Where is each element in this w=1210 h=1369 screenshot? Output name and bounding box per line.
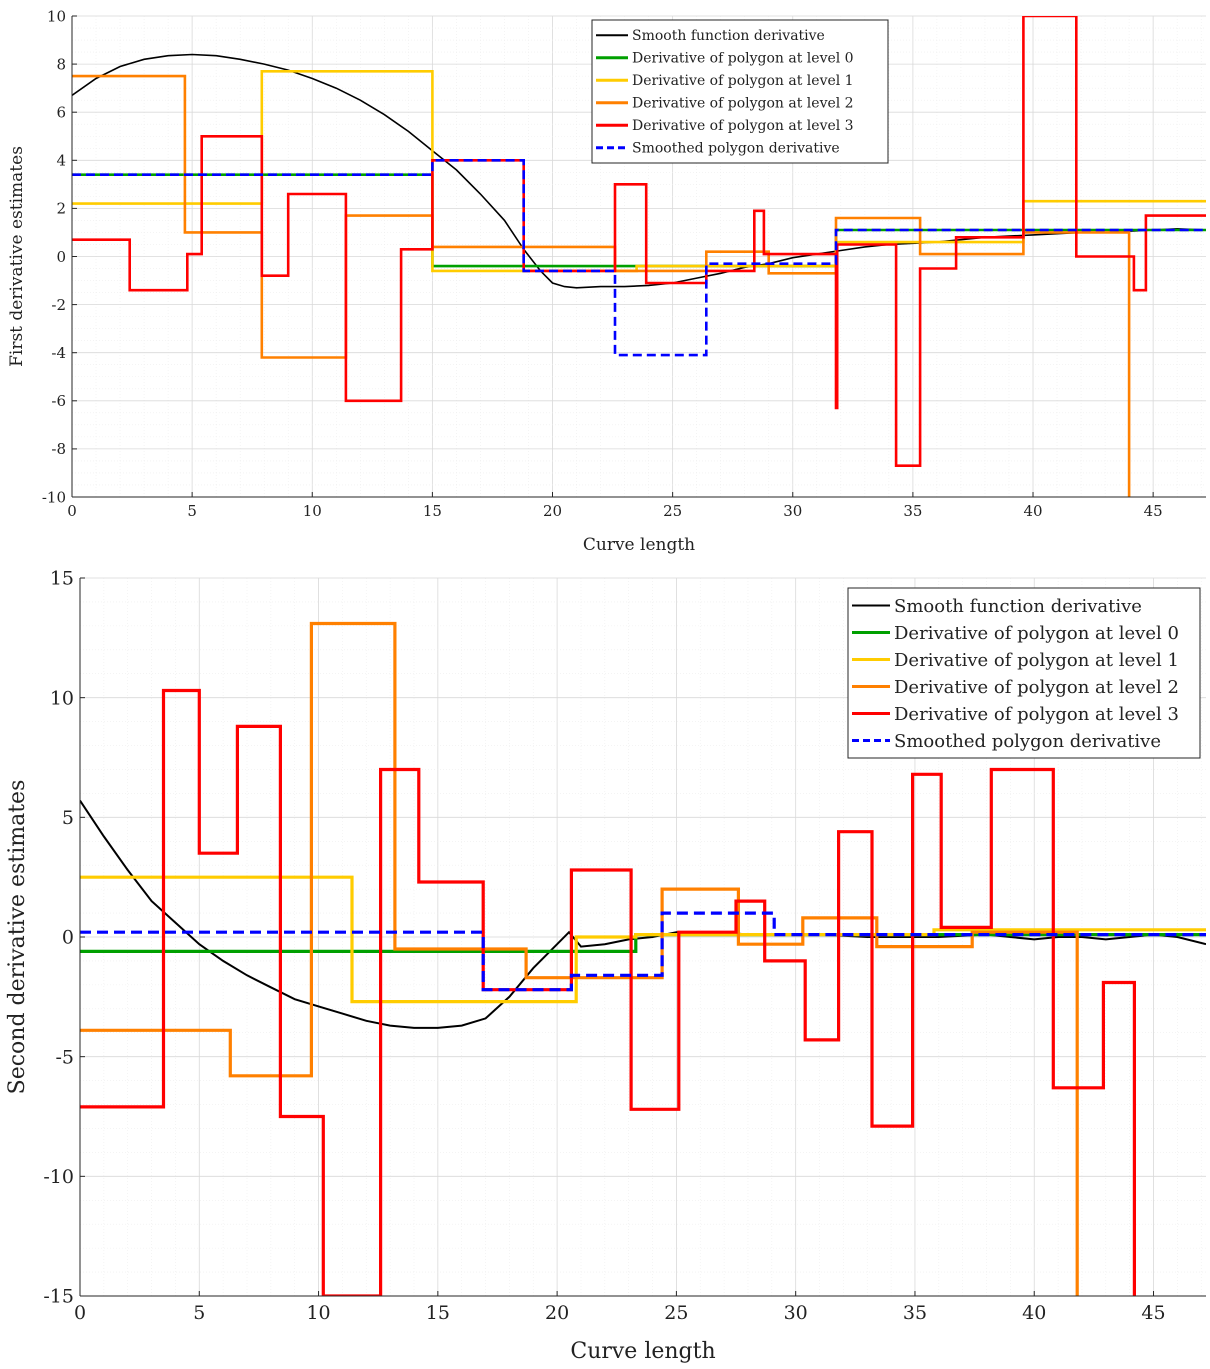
y-tick-label: 6 — [56, 103, 66, 121]
series-line-5 — [80, 911, 1206, 992]
x-tick-label: 30 — [783, 502, 802, 520]
y-axis-label: Second derivative estimates — [5, 780, 30, 1095]
legend-label: Smooth function derivative — [894, 596, 1142, 617]
legend: Smooth function derivative Derivative of … — [847, 587, 1201, 759]
legend-label: Derivative of polygon at level 3 — [894, 704, 1179, 725]
x-tick-label: 35 — [903, 1302, 927, 1324]
x-tick-label: 5 — [187, 502, 197, 520]
legend-label: Derivative of polygon at level 3 — [632, 118, 854, 134]
x-tick-label: 15 — [426, 1302, 450, 1324]
series-line-4 — [72, 16, 1206, 468]
y-axis-label: First derivative estimates — [7, 146, 27, 367]
x-tick-label: 15 — [423, 502, 442, 520]
y-tick-label: -10 — [43, 1166, 74, 1188]
y-tick-label: 8 — [56, 55, 66, 73]
y-tick-label: 5 — [62, 807, 74, 829]
y-tick-label: -15 — [43, 1286, 74, 1308]
legend-label: Derivative of polygon at level 1 — [632, 73, 854, 89]
second-derivative-plot: 0 5 10 15 20 25 30 35 40 45 -15 -10 -5 0 5 10 15 Curve le… — [5, 568, 1206, 1364]
legend-label: Derivative of polygon at level 0 — [632, 51, 854, 67]
x-tick-label: 10 — [306, 1302, 330, 1324]
x-tick-label: 45 — [1144, 502, 1163, 520]
y-tick-label: 15 — [50, 568, 74, 590]
x-tick-label: 40 — [1022, 1302, 1046, 1324]
y-tick-label: 4 — [56, 152, 66, 170]
legend-label: Smoothed polygon derivative — [894, 731, 1161, 752]
legend-box — [591, 19, 889, 164]
x-tick-label: 25 — [664, 1302, 688, 1324]
x-tick-label: 5 — [193, 1302, 205, 1324]
series-line-2 — [80, 875, 1206, 1004]
y-tick-label: 0 — [56, 248, 66, 266]
y-tick-label: -6 — [51, 392, 66, 410]
x-tick-label: 10 — [303, 502, 322, 520]
legend-label: Derivative of polygon at level 0 — [894, 623, 1179, 644]
first-derivative-plot: 0 5 10 15 20 25 30 35 40 45 -10 -8 -6 -4 -2 0 2 4 6 8 10 Curv… — [7, 7, 1206, 555]
series-line-4 — [80, 688, 1137, 1296]
y-tick-label: 0 — [62, 927, 74, 949]
x-axis-label: Curve length — [583, 535, 695, 555]
x-tick-label: 0 — [67, 502, 77, 520]
legend: Smooth function derivative Derivative of … — [591, 19, 889, 164]
y-tick-label: -2 — [51, 296, 66, 314]
series-line-0 — [80, 800, 1206, 1029]
x-tick-label: 40 — [1023, 502, 1042, 520]
legend-label: Smoothed polygon derivative — [632, 141, 840, 157]
legend-label: Derivative of polygon at level 2 — [894, 677, 1179, 698]
y-tick-label: 10 — [47, 7, 66, 25]
y-tick-label: -4 — [51, 344, 66, 362]
series-group — [72, 16, 1206, 497]
x-tick-label: 20 — [543, 502, 562, 520]
series-line-3 — [80, 621, 1079, 1296]
legend-label: Derivative of polygon at level 1 — [894, 650, 1179, 671]
legend-box — [847, 587, 1201, 759]
x-axis-label: Curve length — [570, 1339, 715, 1364]
y-tick-label: -8 — [51, 440, 66, 458]
y-tick-label: -5 — [55, 1046, 74, 1068]
x-tick-label: 45 — [1141, 1302, 1165, 1324]
legend-label: Derivative of polygon at level 2 — [632, 96, 854, 112]
x-tick-label: 20 — [545, 1302, 569, 1324]
x-tick-label: 0 — [74, 1302, 86, 1324]
x-tick-label: 30 — [784, 1302, 808, 1324]
series-group — [80, 621, 1206, 1296]
legend-label: Smooth function derivative — [632, 28, 825, 44]
x-tick-label: 35 — [903, 502, 922, 520]
series-line-5 — [72, 159, 1206, 357]
x-tick-label: 25 — [663, 502, 682, 520]
y-tick-label: 10 — [50, 687, 74, 709]
y-tick-label: -10 — [42, 488, 66, 506]
y-tick-label: 2 — [56, 200, 66, 218]
